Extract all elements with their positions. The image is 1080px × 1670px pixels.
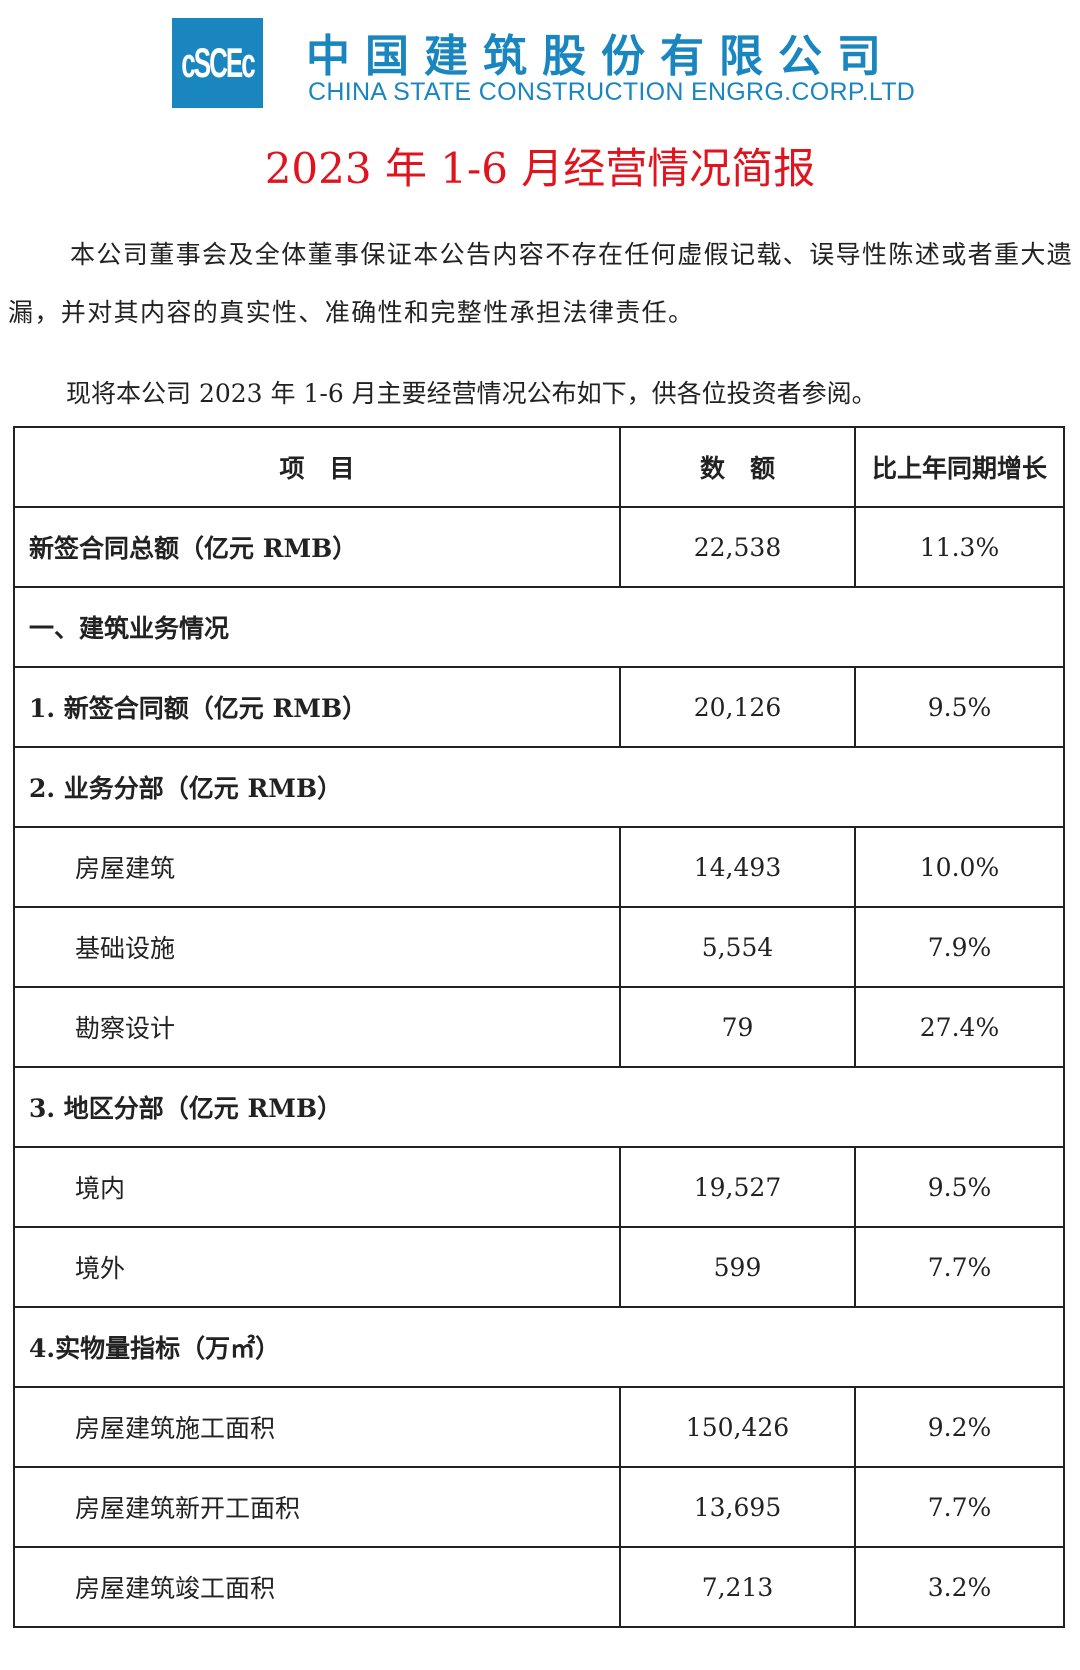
row-amount: 22,538 — [619, 506, 856, 588]
table-row: 房屋建筑竣工面积 7,213 3.2% — [13, 1546, 1065, 1628]
disclaimer-paragraph: 本公司董事会及全体董事保证本公告内容不存在任何虚假记载、误导性陈述或者重大遗漏，… — [8, 240, 1074, 327]
table-row: 房屋建筑施工面积 150,426 9.2% — [13, 1386, 1065, 1468]
row-growth: 7.7% — [854, 1226, 1065, 1308]
operations-table: 项 目 数 额 比上年同期增长 新签合同总额（亿元 RMB） 22,538 11… — [13, 426, 1065, 1628]
row-label: 房屋建筑 — [13, 826, 621, 908]
header-amount: 数 额 — [619, 426, 856, 508]
section-label: 2. 业务分部（亿元 RMB） — [13, 746, 1065, 828]
row-growth: 27.4% — [854, 986, 1065, 1068]
section-row: 3. 地区分部（亿元 RMB） — [13, 1066, 1065, 1148]
company-logo: cSCEc — [172, 18, 263, 108]
document-title: 2023 年 1-6 月经营情况简报 — [264, 144, 816, 193]
header-growth: 比上年同期增长 — [854, 426, 1065, 508]
row-label: 房屋建筑施工面积 — [13, 1386, 621, 1468]
row-label: 勘察设计 — [13, 986, 621, 1068]
row-growth: 10.0% — [854, 826, 1065, 908]
row-label: 基础设施 — [13, 906, 621, 988]
company-name-cn: 中国建筑股份有限公司 — [306, 31, 896, 82]
row-growth: 9.5% — [854, 666, 1065, 748]
row-growth: 9.5% — [854, 1146, 1065, 1228]
row-label: 房屋建筑竣工面积 — [13, 1546, 621, 1628]
row-amount: 7,213 — [619, 1546, 856, 1628]
section-label: 一、建筑业务情况 — [13, 586, 1065, 668]
row-amount: 599 — [619, 1226, 856, 1308]
row-amount: 14,493 — [619, 826, 856, 908]
company-name-en: CHINA STATE CONSTRUCTION ENGRG.CORP.LTD — [308, 78, 916, 106]
table-row: 勘察设计 79 27.4% — [13, 986, 1065, 1068]
intro-paragraph: 现将本公司 2023 年 1-6 月主要经营情况公布如下，供各位投资者参阅。 — [66, 379, 877, 408]
row-amount: 150,426 — [619, 1386, 856, 1468]
row-amount: 5,554 — [619, 906, 856, 988]
logo-text: cSCEc — [181, 38, 255, 87]
row-growth: 9.2% — [854, 1386, 1065, 1468]
table-header-row: 项 目 数 额 比上年同期增长 — [13, 426, 1065, 508]
row-amount: 19,527 — [619, 1146, 856, 1228]
table-row: 新签合同总额（亿元 RMB） 22,538 11.3% — [13, 506, 1065, 588]
row-growth: 7.7% — [854, 1466, 1065, 1548]
row-label: 境外 — [13, 1226, 621, 1308]
row-label: 房屋建筑新开工面积 — [13, 1466, 621, 1548]
section-row: 一、建筑业务情况 — [13, 586, 1065, 668]
row-amount: 79 — [619, 986, 856, 1068]
section-row: 2. 业务分部（亿元 RMB） — [13, 746, 1065, 828]
section-label: 3. 地区分部（亿元 RMB） — [13, 1066, 1065, 1148]
table-row: 1. 新签合同额（亿元 RMB） 20,126 9.5% — [13, 666, 1065, 748]
table-row: 境内 19,527 9.5% — [13, 1146, 1065, 1228]
row-growth: 11.3% — [854, 506, 1065, 588]
row-label: 境内 — [13, 1146, 621, 1228]
row-growth: 3.2% — [854, 1546, 1065, 1628]
section-label: 4.实物量指标（万㎡） — [13, 1306, 1065, 1388]
row-amount: 13,695 — [619, 1466, 856, 1548]
row-label: 新签合同总额（亿元 RMB） — [13, 506, 621, 588]
row-growth: 7.9% — [854, 906, 1065, 988]
table-row: 基础设施 5,554 7.9% — [13, 906, 1065, 988]
table-row: 境外 599 7.7% — [13, 1226, 1065, 1308]
section-row: 4.实物量指标（万㎡） — [13, 1306, 1065, 1388]
header-item: 项 目 — [13, 426, 621, 508]
row-label: 1. 新签合同额（亿元 RMB） — [13, 666, 621, 748]
table-row: 房屋建筑 14,493 10.0% — [13, 826, 1065, 908]
table-row: 房屋建筑新开工面积 13,695 7.7% — [13, 1466, 1065, 1548]
row-amount: 20,126 — [619, 666, 856, 748]
